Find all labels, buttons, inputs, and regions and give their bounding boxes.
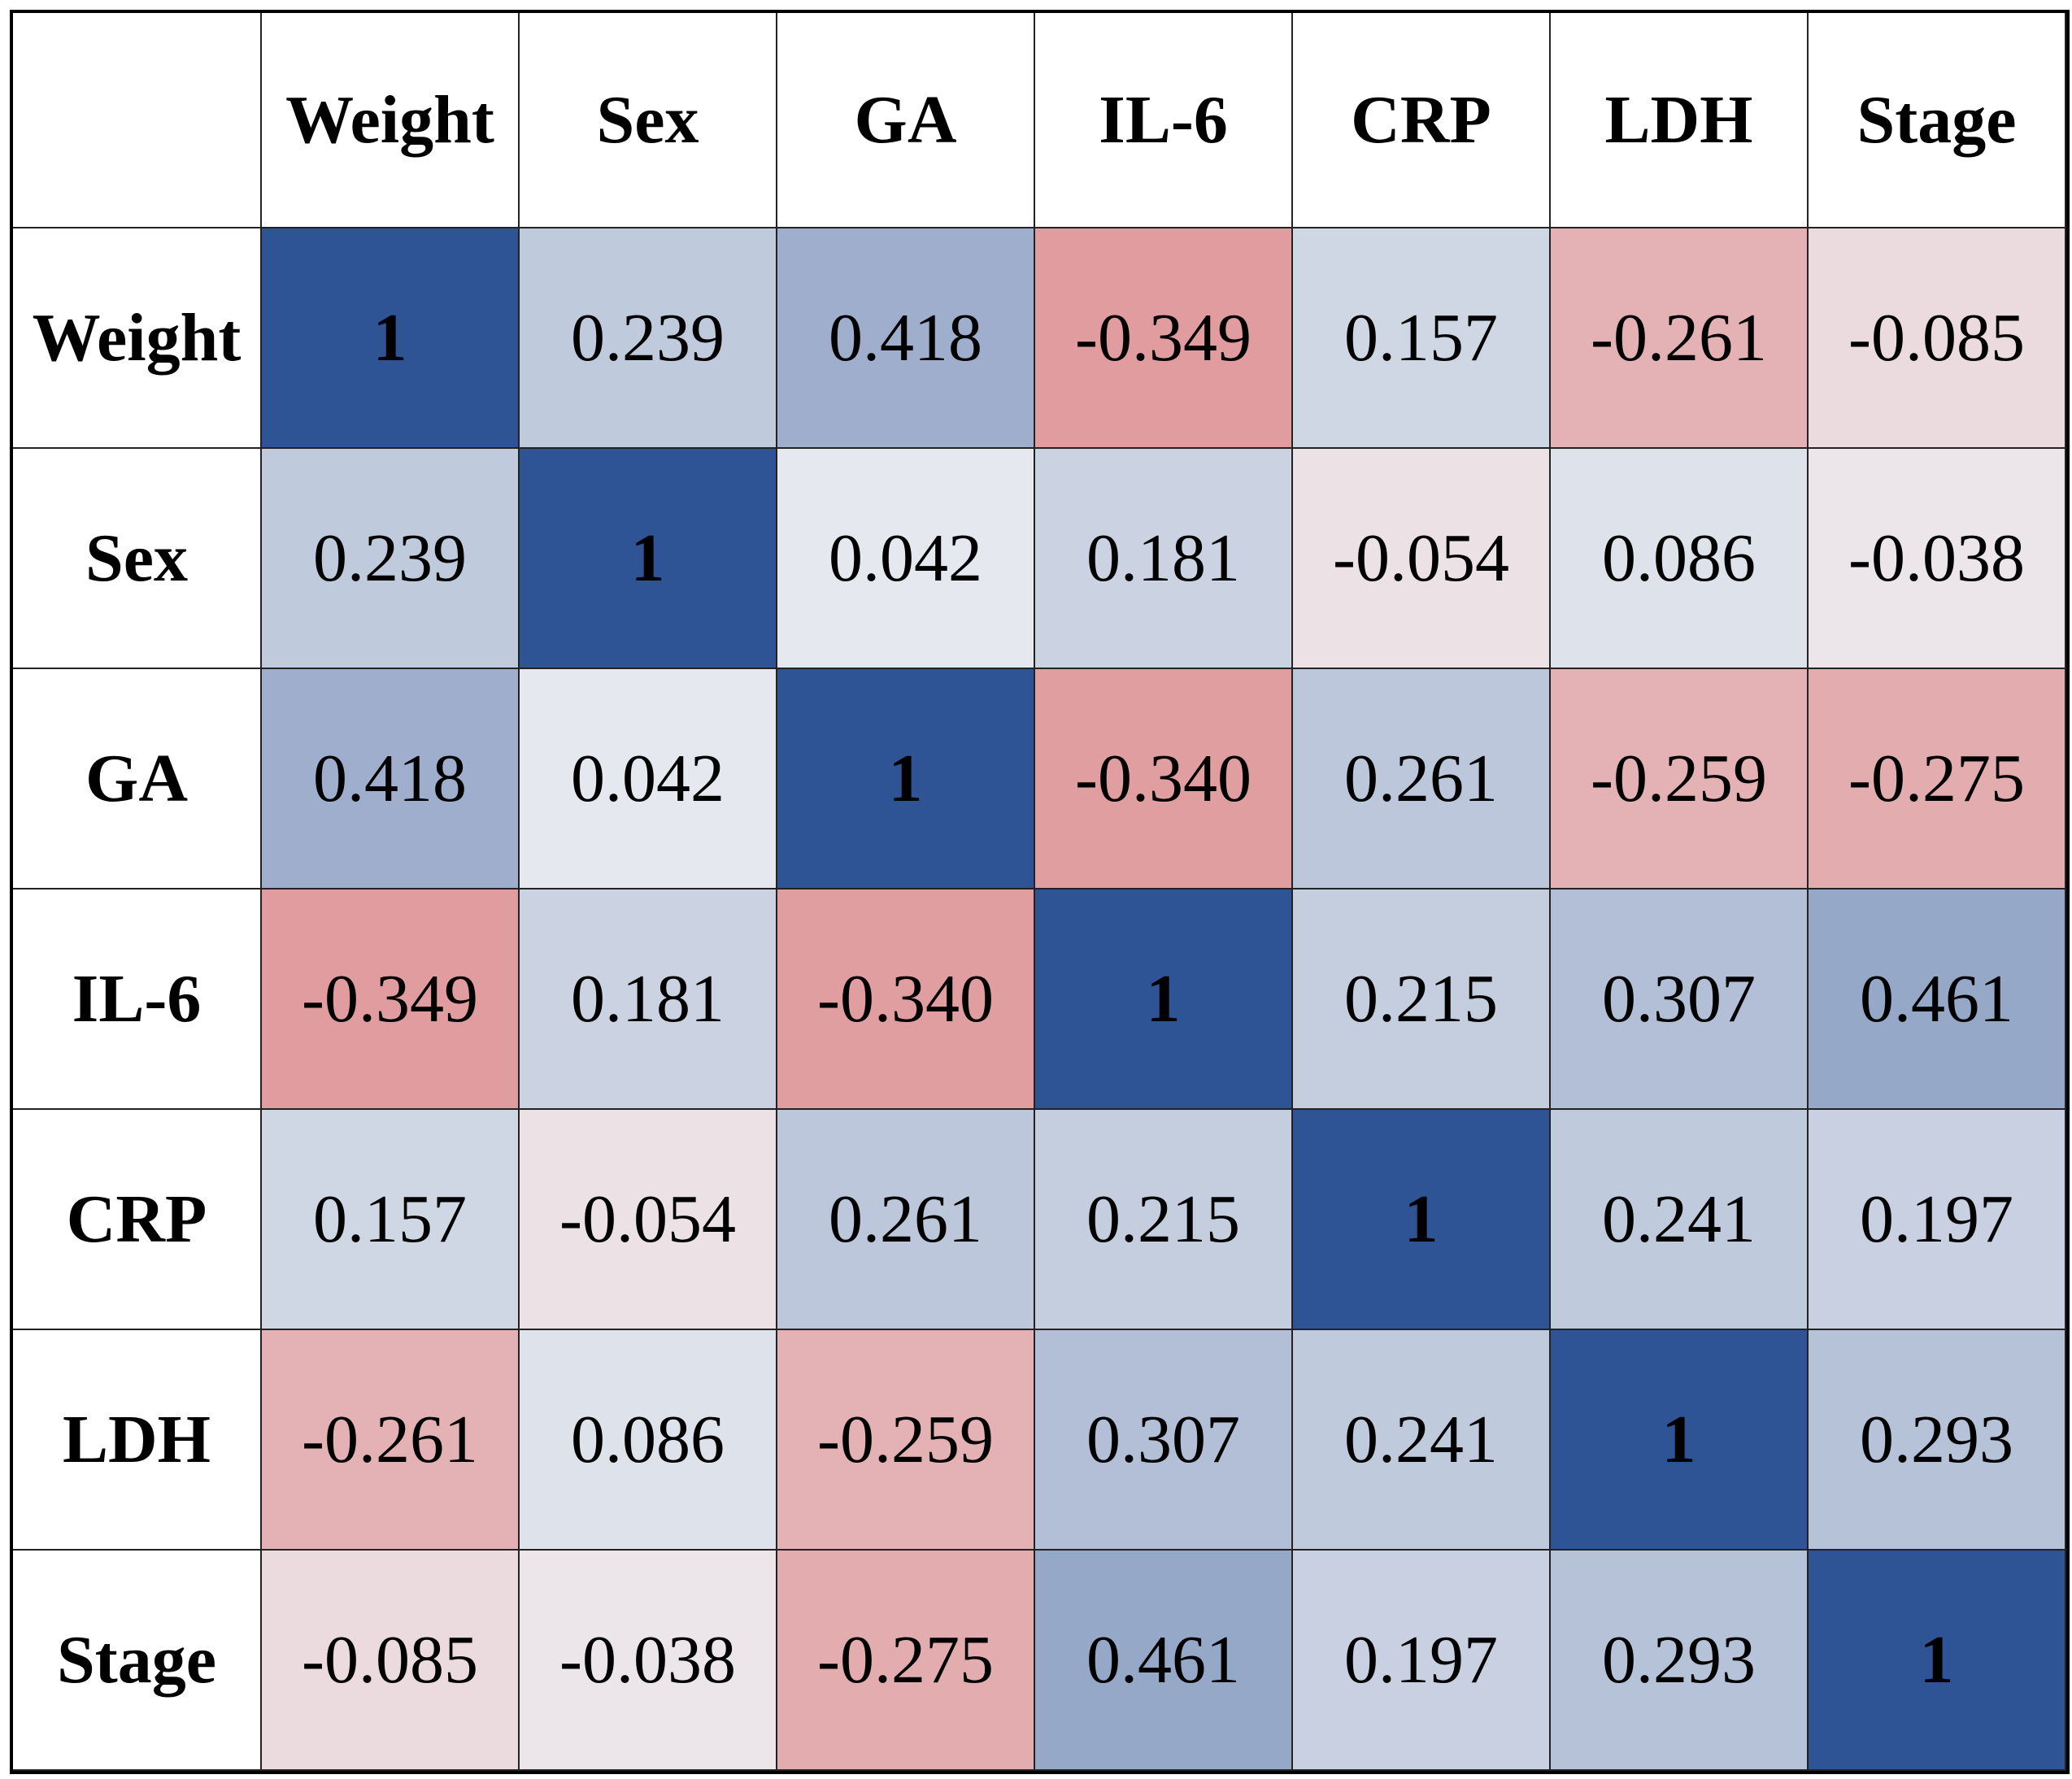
- correlation-cell: 0.239: [262, 449, 520, 669]
- correlation-cell: 0.241: [1551, 1110, 1809, 1330]
- correlation-cell: 1: [1035, 890, 1293, 1110]
- corner-cell: [13, 13, 262, 228]
- correlation-cell: -0.085: [1809, 228, 2066, 449]
- column-header: GA: [777, 13, 1035, 228]
- correlation-cell: 0.157: [262, 1110, 520, 1330]
- correlation-cell: -0.349: [262, 890, 520, 1110]
- correlation-cell: 0.042: [520, 669, 777, 890]
- column-header: Stage: [1809, 13, 2066, 228]
- correlation-cell: -0.038: [1809, 449, 2066, 669]
- column-header: CRP: [1293, 13, 1551, 228]
- correlation-cell: 1: [1551, 1330, 1809, 1551]
- correlation-cell: -0.340: [1035, 669, 1293, 890]
- row-header: IL-6: [13, 890, 262, 1110]
- row-header: Weight: [13, 228, 262, 449]
- correlation-cell: -0.054: [520, 1110, 777, 1330]
- correlation-cell: 0.181: [520, 890, 777, 1110]
- correlation-cell: 0.461: [1809, 890, 2066, 1110]
- correlation-cell: 1: [1809, 1551, 2066, 1771]
- correlation-cell: 0.307: [1035, 1330, 1293, 1551]
- correlation-cell: 1: [1293, 1110, 1551, 1330]
- correlation-cell: -0.259: [1551, 669, 1809, 890]
- correlation-cell: 0.197: [1293, 1551, 1551, 1771]
- correlation-cell: 0.086: [520, 1330, 777, 1551]
- correlation-cell: 1: [262, 228, 520, 449]
- correlation-cell: 0.215: [1293, 890, 1551, 1110]
- column-header: Sex: [520, 13, 777, 228]
- correlation-cell: -0.054: [1293, 449, 1551, 669]
- correlation-cell: 0.261: [777, 1110, 1035, 1330]
- row-header: Stage: [13, 1551, 262, 1771]
- row-header: CRP: [13, 1110, 262, 1330]
- correlation-cell: 0.197: [1809, 1110, 2066, 1330]
- correlation-cell: 0.042: [777, 449, 1035, 669]
- row-header: GA: [13, 669, 262, 890]
- correlation-cell: 0.261: [1293, 669, 1551, 890]
- correlation-cell: 0.307: [1551, 890, 1809, 1110]
- correlation-cell: -0.261: [262, 1330, 520, 1551]
- correlation-cell: 0.418: [262, 669, 520, 890]
- correlation-cell: -0.340: [777, 890, 1035, 1110]
- correlation-cell: -0.038: [520, 1551, 777, 1771]
- correlation-cell: 1: [777, 669, 1035, 890]
- correlation-cell: 0.293: [1809, 1330, 2066, 1551]
- correlation-cell: -0.261: [1551, 228, 1809, 449]
- correlation-cell: -0.349: [1035, 228, 1293, 449]
- correlation-cell: 0.418: [777, 228, 1035, 449]
- correlation-cell: 0.181: [1035, 449, 1293, 669]
- correlation-cell: 0.086: [1551, 449, 1809, 669]
- correlation-cell: 0.461: [1035, 1551, 1293, 1771]
- row-header: LDH: [13, 1330, 262, 1551]
- correlation-cell: 0.241: [1293, 1330, 1551, 1551]
- correlation-cell: 0.157: [1293, 228, 1551, 449]
- correlation-cell: -0.275: [777, 1551, 1035, 1771]
- correlation-cell: -0.259: [777, 1330, 1035, 1551]
- correlation-cell: -0.085: [262, 1551, 520, 1771]
- correlation-cell: 1: [520, 449, 777, 669]
- correlation-cell: 0.293: [1551, 1551, 1809, 1771]
- row-header: Sex: [13, 449, 262, 669]
- column-header: Weight: [262, 13, 520, 228]
- correlation-cell: -0.275: [1809, 669, 2066, 890]
- correlation-cell: 0.215: [1035, 1110, 1293, 1330]
- correlation-cell: 0.239: [520, 228, 777, 449]
- correlation-table: Weight Sex GA IL-6 CRP LDH Stage Weight 1 0.239 0.…: [10, 10, 2070, 1774]
- column-header: LDH: [1551, 13, 1809, 228]
- column-header: IL-6: [1035, 13, 1293, 228]
